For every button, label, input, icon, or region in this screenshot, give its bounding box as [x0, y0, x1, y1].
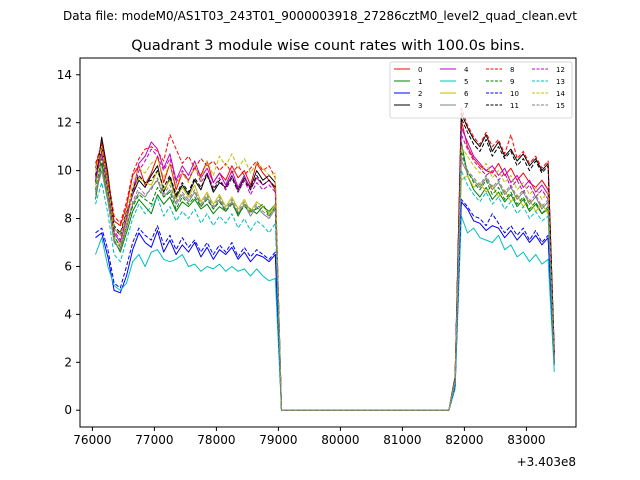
chart-title: Quadrant 3 module wise count rates with … [131, 38, 525, 54]
legend-label-13: 13 [556, 78, 565, 86]
legend-label-14: 14 [556, 90, 565, 98]
x-tick-label: 79000 [259, 433, 297, 447]
y-tick-label: 8 [64, 212, 72, 226]
legend-label-7: 7 [464, 102, 468, 110]
y-tick-label: 0 [64, 403, 72, 417]
legend-label-9: 9 [510, 78, 514, 86]
legend-label-1: 1 [418, 78, 422, 86]
legend-label-2: 2 [418, 90, 422, 98]
chart-suptitle: Data file: modeM0/AS1T03_243T01_90000039… [63, 9, 577, 23]
x-tick-label: 82000 [445, 433, 483, 447]
legend-box [389, 61, 573, 119]
legend-label-4: 4 [464, 66, 469, 74]
legend-label-8: 8 [510, 66, 514, 74]
x-tick-label: 78000 [197, 433, 235, 447]
x-tick-label: 83000 [507, 433, 545, 447]
legend-label-6: 6 [464, 90, 469, 98]
x-tick-label: 76000 [73, 433, 111, 447]
x-tick-label: 80000 [321, 433, 359, 447]
x-tick-label: 81000 [383, 433, 421, 447]
y-axis: 0 2 4 6 8 10 12 14 [57, 68, 80, 417]
plot-area [95, 107, 555, 411]
legend-label-11: 11 [510, 102, 519, 110]
y-tick-label: 10 [57, 164, 72, 178]
legend-label-0: 0 [418, 66, 422, 74]
legend-label-12: 12 [556, 66, 565, 74]
y-tick-label: 4 [64, 307, 72, 321]
x-axis: 76000 77000 78000 79000 80000 81000 82000 83000 [73, 427, 545, 447]
series-line-15 [95, 155, 555, 411]
y-tick-label: 6 [64, 259, 72, 273]
x-tick-label: 77000 [135, 433, 173, 447]
x-offset-label: +3.403e8 [517, 455, 576, 469]
y-tick-label: 12 [57, 116, 72, 130]
axes-frame [79, 57, 577, 428]
legend-label-15: 15 [556, 102, 565, 110]
y-tick-label: 2 [64, 355, 72, 369]
legend-label-3: 3 [418, 102, 422, 110]
legend-label-10: 10 [510, 90, 519, 98]
legend-label-5: 5 [464, 78, 468, 86]
y-tick-label: 14 [57, 68, 72, 82]
